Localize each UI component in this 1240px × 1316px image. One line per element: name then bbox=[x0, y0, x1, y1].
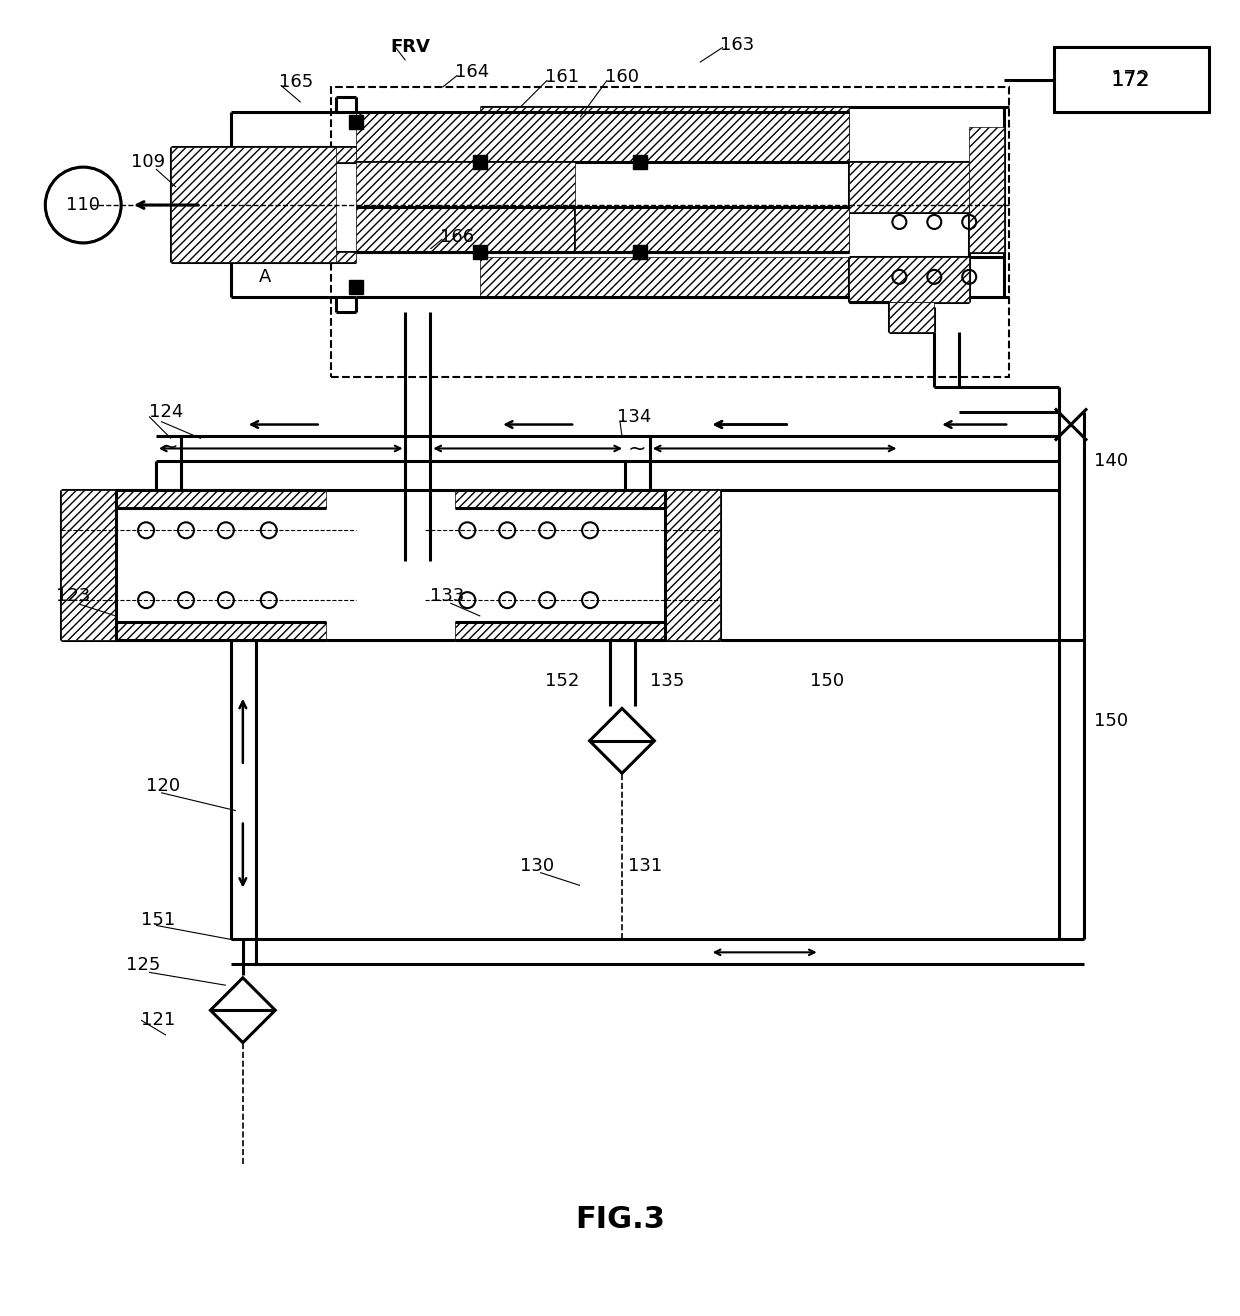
Text: 121: 121 bbox=[141, 1011, 175, 1029]
Text: 134: 134 bbox=[618, 408, 651, 425]
Text: 165: 165 bbox=[279, 74, 312, 91]
Text: 140: 140 bbox=[1094, 453, 1128, 470]
Bar bbox=[665, 491, 719, 640]
Text: 151: 151 bbox=[141, 912, 175, 929]
Text: 130: 130 bbox=[521, 857, 554, 875]
Polygon shape bbox=[589, 708, 655, 774]
Text: ~: ~ bbox=[160, 437, 179, 457]
Text: 131: 131 bbox=[627, 857, 662, 875]
Text: 163: 163 bbox=[719, 37, 754, 54]
Bar bbox=[575, 207, 849, 251]
Bar bbox=[231, 147, 356, 162]
Text: 150: 150 bbox=[810, 672, 843, 690]
Bar bbox=[356, 207, 849, 251]
Bar bbox=[474, 245, 487, 259]
Bar bbox=[849, 257, 970, 301]
Bar bbox=[480, 107, 849, 162]
Bar bbox=[455, 491, 665, 508]
Text: ~: ~ bbox=[627, 438, 646, 458]
Bar bbox=[348, 116, 362, 129]
Text: 135: 135 bbox=[650, 672, 684, 690]
Text: 110: 110 bbox=[66, 196, 100, 215]
Text: FIG.3: FIG.3 bbox=[575, 1205, 665, 1234]
Text: 166: 166 bbox=[440, 228, 475, 246]
Bar bbox=[474, 155, 487, 168]
Bar bbox=[632, 155, 647, 168]
Text: 172: 172 bbox=[1111, 70, 1151, 91]
Text: A: A bbox=[259, 268, 272, 286]
Text: 125: 125 bbox=[126, 957, 160, 974]
Bar bbox=[356, 112, 849, 162]
Bar bbox=[889, 301, 934, 332]
Bar bbox=[117, 622, 326, 640]
Bar bbox=[849, 162, 970, 212]
Bar bbox=[348, 280, 362, 293]
Text: 120: 120 bbox=[146, 776, 180, 795]
Polygon shape bbox=[211, 978, 275, 1042]
Text: 152: 152 bbox=[546, 672, 579, 690]
Bar bbox=[117, 491, 326, 508]
Bar bbox=[61, 491, 117, 640]
Text: 161: 161 bbox=[546, 68, 579, 87]
Bar bbox=[480, 257, 849, 297]
Text: 124: 124 bbox=[149, 403, 184, 421]
Bar bbox=[356, 162, 575, 207]
Bar bbox=[455, 622, 665, 640]
Text: 150: 150 bbox=[1094, 712, 1128, 730]
Text: 160: 160 bbox=[605, 68, 639, 87]
Text: 123: 123 bbox=[56, 587, 91, 605]
Text: FRV: FRV bbox=[391, 38, 430, 57]
Text: 133: 133 bbox=[430, 587, 465, 605]
Bar bbox=[632, 245, 647, 259]
Bar bbox=[171, 147, 336, 262]
Text: 172: 172 bbox=[1112, 71, 1149, 89]
Bar bbox=[231, 251, 356, 262]
Bar bbox=[970, 128, 1004, 251]
Bar bbox=[1054, 47, 1209, 112]
Bar bbox=[331, 87, 1009, 376]
Text: 164: 164 bbox=[455, 63, 490, 82]
Text: 109: 109 bbox=[131, 153, 165, 171]
